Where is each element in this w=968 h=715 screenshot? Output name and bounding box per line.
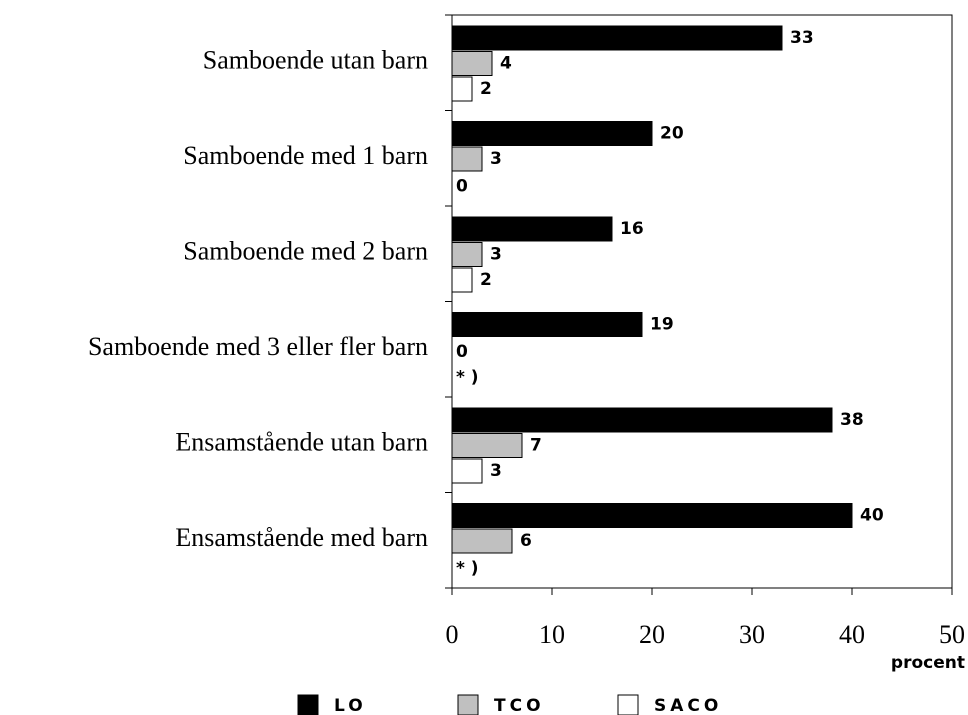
bar (451, 503, 853, 528)
legend-label: TCO (494, 696, 545, 715)
bar (451, 433, 523, 458)
bar (451, 312, 643, 337)
bar (451, 528, 513, 554)
bar (451, 407, 833, 433)
value-label: 38 (840, 410, 864, 430)
x-tick-label: 50 (939, 620, 965, 649)
bar (451, 216, 613, 242)
x-axis-label: procent (891, 653, 965, 673)
legend-swatch (617, 694, 639, 715)
legend-swatch (297, 694, 319, 715)
bar (451, 242, 483, 267)
value-label: 0 (456, 177, 468, 197)
value-label: 0 (456, 342, 468, 362)
category-label: Ensamstående med barn (175, 523, 428, 552)
legend-label: SACO (654, 696, 722, 715)
value-label: 2 (480, 270, 492, 290)
bar (451, 76, 473, 102)
category-label: Samboende med 2 barn (183, 237, 428, 266)
value-label: 3 (490, 461, 502, 481)
category-label: Samboende med 3 eller fler barn (88, 332, 428, 361)
value-label: 7 (530, 436, 542, 456)
legend-label: LO (334, 696, 367, 715)
value-label: 19 (650, 315, 674, 335)
value-label: 3 (490, 245, 502, 265)
bar (451, 51, 493, 76)
value-label: 2 (480, 79, 492, 99)
value-label: * ) (456, 368, 479, 388)
bar (451, 267, 473, 293)
bar (451, 146, 483, 172)
bar (451, 25, 783, 51)
category-label: Samboende med 1 barn (183, 141, 428, 170)
bar (451, 458, 483, 484)
bar (451, 121, 653, 146)
value-label: * ) (456, 559, 479, 579)
category-label: Samboende utan barn (203, 46, 428, 75)
value-label: 40 (860, 506, 884, 526)
x-tick-label: 40 (839, 620, 865, 649)
value-label: 16 (620, 219, 644, 239)
value-label: 33 (790, 28, 814, 48)
category-label: Ensamstående utan barn (175, 428, 428, 457)
value-label: 6 (520, 531, 532, 551)
plot-frame (451, 14, 953, 589)
x-tick-label: 10 (539, 620, 565, 649)
x-tick-label: 30 (739, 620, 765, 649)
x-tick-label: 20 (639, 620, 665, 649)
value-label: 3 (490, 149, 502, 169)
value-label: 20 (660, 124, 684, 144)
value-label: 4 (500, 54, 512, 74)
legend-swatch (457, 694, 479, 715)
x-tick-label: 0 (446, 620, 459, 649)
